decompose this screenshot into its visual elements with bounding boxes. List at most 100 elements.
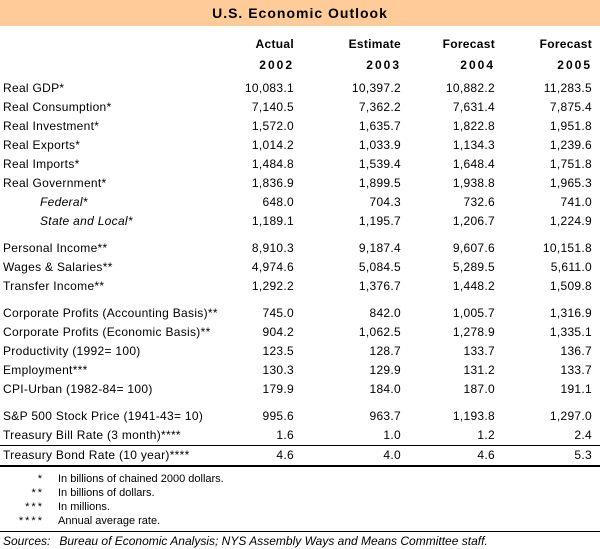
cell-value: 131.2 bbox=[463, 363, 495, 377]
column-header-label: Forecast bbox=[539, 37, 592, 51]
cell-value: 842.0 bbox=[369, 306, 401, 320]
cell-value: 4.0 bbox=[383, 448, 401, 462]
table-row: Productivity (1992= 100) 123.5 128.7 133.7 1… bbox=[0, 342, 600, 361]
row-label: Treasury Bill Rate (3 month)**** bbox=[3, 428, 181, 442]
cell-value: 11,283.5 bbox=[543, 81, 592, 95]
table-row: CPI-Urban (1982-84= 100) 179.9 184.0 187.0 1… bbox=[0, 380, 600, 399]
cell-value: 1,033.9 bbox=[358, 138, 401, 152]
row-label: Real Exports* bbox=[3, 138, 81, 152]
cell-value: 1,539.4 bbox=[358, 157, 401, 171]
cell-value: 7,875.4 bbox=[549, 100, 592, 114]
section-gap bbox=[0, 399, 600, 407]
row-label: CPI-Urban (1982-84= 100) bbox=[3, 382, 153, 396]
row-label: Productivity (1992= 100) bbox=[3, 344, 141, 358]
cell-value: 1,278.9 bbox=[452, 325, 495, 339]
cell-value: 1,635.7 bbox=[358, 119, 401, 133]
cell-value: 4.6 bbox=[477, 448, 495, 462]
cell-value: 10,151.8 bbox=[542, 241, 592, 255]
section-gap bbox=[0, 231, 600, 239]
cell-value: 5.3 bbox=[574, 448, 592, 462]
cell-value: 1,648.4 bbox=[452, 157, 495, 171]
cell-value: 2.4 bbox=[574, 428, 592, 442]
column-year-row: 2002 2003 2004 2005 bbox=[0, 55, 600, 76]
cell-value: 963.7 bbox=[369, 409, 401, 423]
footnote-text: In billions of dollars. bbox=[58, 487, 155, 499]
cell-value: 1,509.8 bbox=[549, 279, 592, 293]
cell-value: 741.0 bbox=[560, 195, 592, 209]
table-body: Real GDP* 10,083.1 10,397.2 10,882.2 11,283.… bbox=[0, 79, 600, 467]
table-row: Treasury Bond Rate (10 year)**** 4.6 4.0 4.… bbox=[0, 445, 600, 465]
cell-value: 5,289.5 bbox=[452, 260, 495, 274]
cell-value: 1,951.8 bbox=[549, 119, 592, 133]
cell-value: 7,362.2 bbox=[358, 100, 401, 114]
cell-value: 123.5 bbox=[262, 344, 294, 358]
table-row: Real Imports* 1,484.8 1,539.4 1,648.4 1,751.… bbox=[0, 155, 600, 174]
table-row: Real GDP* 10,083.1 10,397.2 10,882.2 11,283.… bbox=[0, 79, 600, 98]
cell-value: 1,134.3 bbox=[452, 138, 495, 152]
cell-value: 1,014.2 bbox=[251, 138, 294, 152]
row-label: S&P 500 Stock Price (1941-43= 10) bbox=[3, 409, 204, 423]
cell-value: 1,448.2 bbox=[452, 279, 495, 293]
footnote-row: *** In millions. bbox=[0, 500, 600, 514]
footnote-row: * In billions of chained 2000 dollars. bbox=[0, 472, 600, 486]
row-label: Corporate Profits (Economic Basis)** bbox=[3, 325, 211, 339]
cell-value: 10,397.2 bbox=[351, 81, 401, 95]
footnote-marker: *** bbox=[25, 501, 44, 513]
row-label: Real Government* bbox=[3, 176, 107, 190]
cell-value: 1,224.9 bbox=[549, 214, 592, 228]
footnote-row: **** Annual average rate. bbox=[0, 514, 600, 528]
cell-value: 1.2 bbox=[477, 428, 495, 442]
cell-value: 1,005.7 bbox=[452, 306, 495, 320]
cell-value: 1,062.5 bbox=[358, 325, 401, 339]
footnote-list: * In billions of chained 2000 dollars. ** I… bbox=[0, 472, 600, 528]
table-row: Corporate Profits (Economic Basis)** 904.… bbox=[0, 323, 600, 342]
cell-value: 191.1 bbox=[560, 382, 592, 396]
table-row: Federal* 648.0 704.3 732.6 741.0 bbox=[0, 193, 600, 212]
table-row: Real Exports* 1,014.2 1,033.9 1,134.3 1,239.… bbox=[0, 136, 600, 155]
cell-value: 5,084.5 bbox=[358, 260, 401, 274]
cell-value: 704.3 bbox=[369, 195, 401, 209]
cell-value: 9,187.4 bbox=[358, 241, 401, 255]
cell-value: 732.6 bbox=[463, 195, 495, 209]
row-label: Corporate Profits (Accounting Basis)** bbox=[3, 306, 218, 320]
cell-value: 1,822.8 bbox=[452, 119, 495, 133]
cell-value: 1,297.0 bbox=[549, 409, 592, 423]
cell-value: 1,572.0 bbox=[251, 119, 294, 133]
cell-value: 133.7 bbox=[463, 344, 495, 358]
table-row: Real Government* 1,836.9 1,899.5 1,938.8 1,9… bbox=[0, 174, 600, 193]
cell-value: 10,083.1 bbox=[244, 81, 294, 95]
cell-value: 130.3 bbox=[262, 363, 294, 377]
footnote-text: In millions. bbox=[58, 501, 110, 513]
column-header-label: Actual bbox=[255, 37, 294, 51]
table-row: Treasury Bill Rate (3 month)**** 1.6 1.0 1.… bbox=[0, 426, 600, 445]
section-gap bbox=[0, 296, 600, 304]
row-label: Real Consumption* bbox=[3, 100, 112, 114]
title-band: U.S. Economic Outlook bbox=[0, 0, 600, 26]
footnote-row: ** In billions of dollars. bbox=[0, 486, 600, 500]
cell-value: 1,335.1 bbox=[549, 325, 592, 339]
column-header-block: Actual Estimate Forecast Forecast 2002 2003 2… bbox=[0, 34, 600, 76]
cell-value: 1,899.5 bbox=[358, 176, 401, 190]
table-row: Personal Income** 8,910.3 9,187.4 9,607.6 10… bbox=[0, 239, 600, 258]
cell-value: 128.7 bbox=[369, 344, 401, 358]
cell-value: 995.6 bbox=[262, 409, 294, 423]
sources-text: Bureau of Economic Analysis; NYS Assembl… bbox=[59, 534, 488, 548]
cell-value: 648.0 bbox=[262, 195, 294, 209]
cell-value: 1.6 bbox=[276, 428, 294, 442]
row-label: Treasury Bond Rate (10 year)**** bbox=[3, 448, 190, 462]
cell-value: 179.9 bbox=[262, 382, 294, 396]
cell-value: 7,140.5 bbox=[251, 100, 294, 114]
column-header-row: Actual Estimate Forecast Forecast bbox=[0, 34, 600, 55]
cell-value: 1,206.7 bbox=[452, 214, 495, 228]
table-row: State and Local* 1,189.1 1,195.7 1,206.7 1,2… bbox=[0, 212, 600, 231]
row-label: Employment*** bbox=[3, 363, 88, 377]
cell-value: 187.0 bbox=[463, 382, 495, 396]
footnote-text: In billions of chained 2000 dollars. bbox=[58, 473, 224, 485]
cell-value: 133.7 bbox=[560, 363, 592, 377]
row-label: Real Imports* bbox=[3, 157, 80, 171]
row-label: Wages & Salaries** bbox=[3, 260, 113, 274]
cell-value: 1,836.9 bbox=[251, 176, 294, 190]
footnote-marker: * bbox=[37, 473, 44, 485]
column-header-year: 2004 bbox=[460, 58, 495, 72]
